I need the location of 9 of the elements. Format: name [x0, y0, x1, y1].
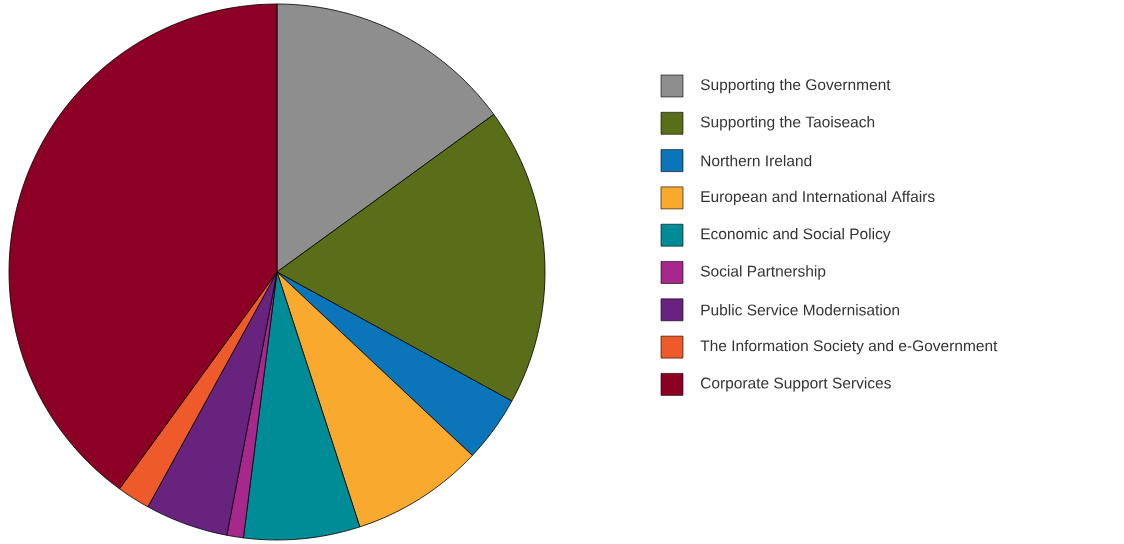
- legend-label: Social Partnership: [700, 265, 826, 280]
- legend-label: European and International Affairs: [701, 190, 935, 206]
- legend-label: Public Service Modernisation: [701, 304, 900, 316]
- legend-label: Supporting the Taoiseach: [700, 116, 875, 131]
- legend-label: Economic and Social Policy: [701, 227, 891, 243]
- legend-label: Supporting the Government: [700, 78, 891, 94]
- legend-label: Corporate Support Services: [700, 377, 891, 392]
- legend-label: The Information Society and e-Government: [700, 339, 998, 355]
- legend-label: Northern Ireland: [701, 154, 812, 167]
